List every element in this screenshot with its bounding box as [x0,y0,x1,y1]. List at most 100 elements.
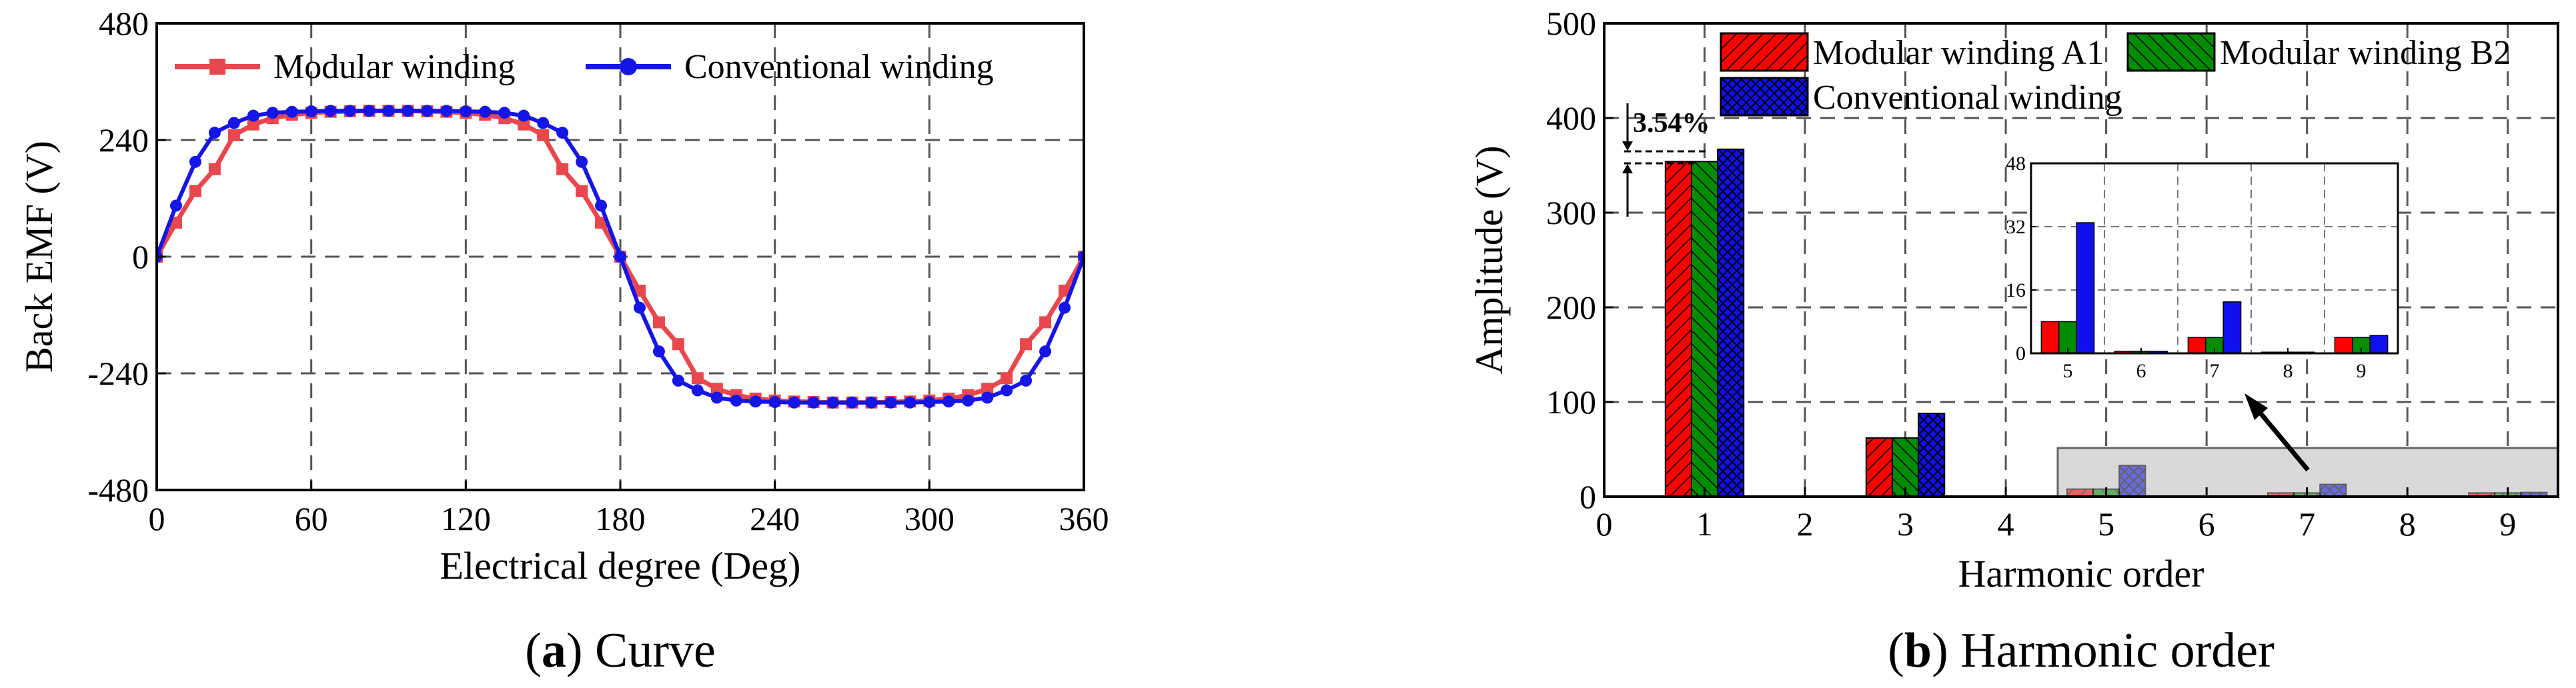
point-conventional [305,105,317,117]
point-modular [652,316,665,329]
point-modular [537,129,550,141]
point-conventional [672,374,684,387]
legend-label-conventional: Conventional winding [684,48,994,86]
panel-a-grid [157,23,1084,490]
panel-b-xtick-label: 4 [1998,505,2014,543]
point-conventional [479,105,492,118]
point-conventional [344,105,356,117]
legend-marker-modular [209,59,225,75]
inset-chart: 0 16 32 48 5 6 7 8 9 [2006,153,2399,382]
inset-xtick-label: 6 [2136,360,2146,382]
point-modular [169,216,182,229]
point-modular [981,383,994,395]
bar-conventional [1918,413,1946,497]
panel-a-xtick-label: 120 [441,500,491,537]
point-conventional [247,109,259,122]
inset-xtick-label: 9 [2357,360,2367,382]
point-modular [1059,285,1071,297]
panel-a-caption: (a) Curve [525,623,716,678]
point-conventional [556,127,569,139]
point-conventional [363,105,376,117]
inset-bar-conventional [2076,222,2095,354]
point-conventional [1059,301,1071,314]
inset-ytick-label: 0 [2016,343,2026,365]
legend-label-a1: Modular winding A1 [1813,34,2104,72]
point-conventional [227,117,240,129]
point-conventional [440,105,453,117]
panel-a-legend: Modular winding Conventional winding [175,48,994,86]
panel-a-ytick-label: 240 [99,121,149,159]
panel-b-frame [1603,22,2559,498]
point-conventional [498,107,511,119]
point-conventional [1039,345,1052,358]
point-conventional [421,105,434,117]
panel-a-xtick-label: 60 [295,500,328,537]
panel-b-caption-label: b [1904,623,1932,678]
panel-a-xtick-label: 0 [149,500,165,537]
point-conventional [846,396,858,409]
legend-label-modular: Modular winding [273,48,516,86]
pointer-arrow-head [2244,393,2268,420]
point-conventional [730,394,742,407]
point-conventional [652,345,665,358]
point-conventional [923,396,936,409]
inset-bar-conventional [2369,335,2389,354]
point-conventional [691,384,704,397]
legend-swatch-b2 [2126,32,2216,72]
bar-conventional [1717,148,1745,498]
legend-swatch-conventional [1720,77,1809,117]
panel-b-xtick-label: 9 [2499,505,2516,543]
point-conventional [266,107,279,119]
panel-b-caption: (b) Harmonic order [1888,623,2275,678]
point-modular [518,118,530,131]
panel-b-bar-chart: 0 1 2 3 4 5 6 7 8 9 0 100 200 300 400 500 Modular windi… [1467,5,2559,678]
point-conventional [537,117,550,129]
panel-b-ytick-label: 500 [1546,5,1596,42]
inset-pointer-arrow [2244,393,2310,472]
panel-b-ytick-label: 200 [1546,289,1596,326]
point-conventional [904,396,916,409]
point-modular [710,383,723,395]
point-modular [227,129,240,141]
bar-modular-a1 [1865,437,1894,498]
point-conventional [884,396,897,409]
panel-a-xtick-label: 240 [750,500,800,537]
point-conventional [865,396,878,409]
point-conventional [518,109,530,122]
panel-b-ylabel: Amplitude (V) [1467,145,1511,374]
panel-a-ytick-label: 0 [132,238,149,275]
panel-a-xtick-label: 180 [596,500,646,537]
bar-conventional [2118,465,2146,498]
point-modular [1020,338,1033,351]
point-conventional [633,301,646,314]
panel-a-series [157,105,1084,409]
annotation-text: 3.54% [1633,108,1710,139]
point-conventional [962,394,975,407]
panel-b-caption-text: Harmonic order [1960,623,2275,678]
panel-b-xtick-label: 8 [2399,505,2416,543]
point-conventional [576,155,588,168]
inset-ytick-label: 48 [2006,153,2026,175]
panel-a-xlabel: Electrical degree (Deg) [440,544,801,587]
inset-ticks: 0 16 32 48 5 6 7 8 9 [2006,153,2367,382]
bar-conventional [2319,483,2347,497]
legend-label-conventional-b: Conventional winding [1813,79,2122,117]
legend-marker-conventional [620,58,637,75]
bar-modular-a1 [1664,161,1692,497]
panel-a-xtick-label: 360 [1059,500,1109,537]
point-conventional [1001,384,1013,397]
point-conventional [208,127,221,139]
panel-b-xtick-label: 3 [1897,505,1914,543]
panel-b-legend: Modular winding A1 Modular winding B2 Co… [1720,32,2511,117]
annotation-arrowhead-up [1622,164,1633,173]
panel-b-ytick-label: 0 [1579,478,1596,515]
point-modular [576,185,588,197]
panel-a-ytick-label: 480 [99,5,149,42]
point-conventional [402,105,414,117]
point-conventional [324,105,337,117]
point-modular [633,285,646,297]
point-conventional [595,199,608,212]
point-conventional [788,396,800,409]
point-conventional [169,199,182,212]
